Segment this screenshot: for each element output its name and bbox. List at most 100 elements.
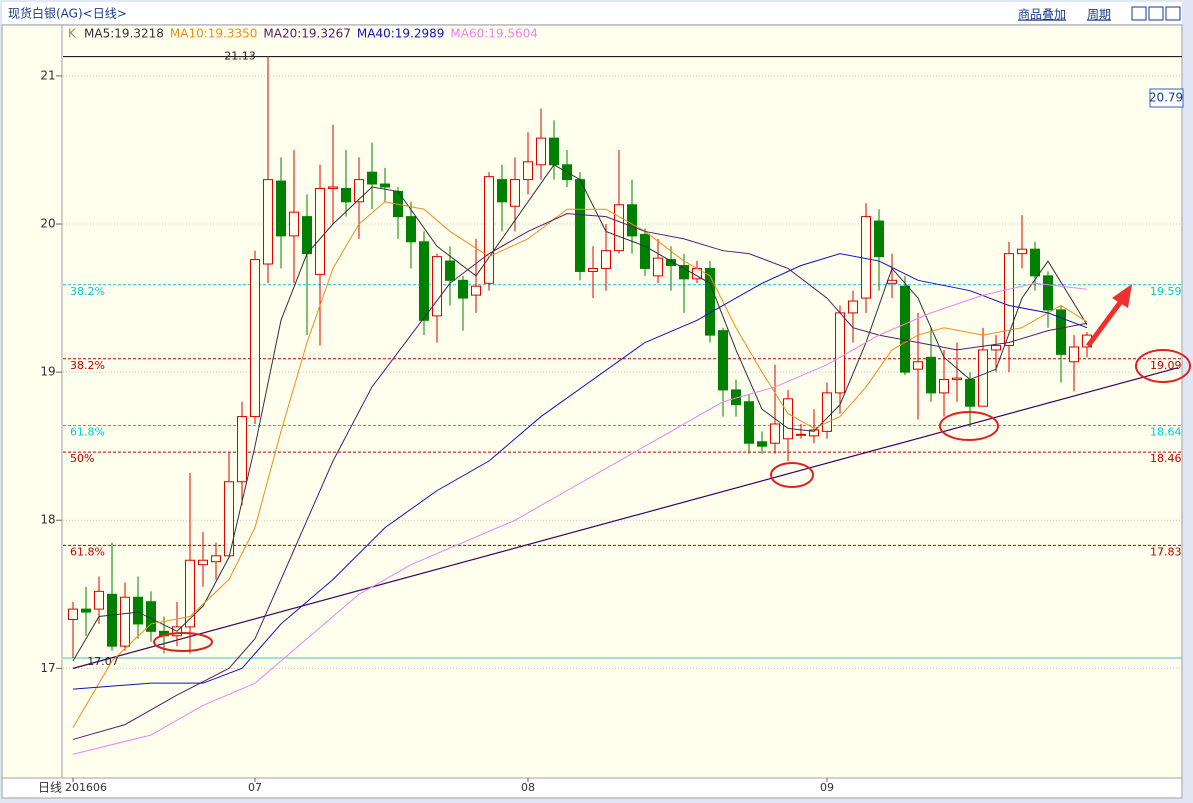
- candle-body: [471, 285, 481, 296]
- candle-body: [1056, 309, 1066, 355]
- ma-line: [72, 253, 1088, 690]
- candle-body: [887, 279, 897, 284]
- ma-line: [72, 213, 1088, 740]
- fib-label: 38.2%: [70, 285, 105, 298]
- candle-body: [419, 241, 429, 321]
- candle-body: [874, 220, 884, 258]
- candle-body: [107, 593, 117, 647]
- circle-annotation: [770, 462, 814, 488]
- candle-body: [354, 179, 364, 203]
- candle-body: [705, 267, 715, 336]
- candle-body: [523, 161, 533, 181]
- candle-body: [861, 216, 871, 299]
- candle-body: [601, 250, 611, 269]
- candle-body: [81, 608, 91, 613]
- candle-body: [237, 416, 247, 483]
- legend-entry: MA40:19.2989: [357, 27, 445, 41]
- candle-body: [939, 379, 949, 394]
- candle-body: [744, 401, 754, 444]
- candle-body: [588, 267, 598, 272]
- x-axis-strip: [1, 777, 1183, 799]
- candle-body: [198, 559, 208, 566]
- candle-body: [1043, 275, 1053, 311]
- candle-body: [445, 260, 455, 281]
- candle-body: [302, 216, 312, 255]
- legend-entry: MA10:19.3350: [170, 27, 258, 41]
- candle-body: [978, 349, 988, 407]
- candle-body: [120, 596, 130, 647]
- candle-body: [549, 137, 559, 166]
- circle-annotation: [1135, 349, 1191, 383]
- candle-body: [848, 300, 858, 314]
- candle-body: [900, 285, 910, 373]
- overlay-button[interactable]: 商品叠加: [1018, 7, 1066, 22]
- candle-body: [536, 137, 546, 166]
- candle-body: [458, 279, 468, 299]
- candle-body: [666, 259, 676, 266]
- x-tick-label: 08: [521, 781, 535, 794]
- candle-body: [1004, 253, 1014, 346]
- candle-body: [406, 216, 416, 243]
- fib-value: 18.46: [1150, 452, 1182, 465]
- arrow-head: [1112, 284, 1132, 308]
- candle-body: [328, 186, 338, 189]
- candle-body: [250, 259, 260, 418]
- candle-body: [575, 179, 585, 272]
- period-label: 日线: [38, 781, 62, 795]
- fib-value: 19.59: [1150, 285, 1182, 298]
- candle-body: [94, 590, 104, 610]
- candle-body: [614, 204, 624, 252]
- candle-body: [796, 433, 806, 436]
- annotations: [153, 284, 1191, 652]
- candle-body: [133, 596, 143, 625]
- y-tick-label: 19: [40, 365, 55, 379]
- candle-body: [185, 559, 195, 628]
- candle-body: [289, 211, 299, 237]
- price-box: [1149, 88, 1184, 108]
- candle-body: [835, 312, 845, 394]
- circle-annotation: [939, 411, 999, 441]
- ma-line: [72, 201, 1088, 728]
- period-button[interactable]: 周期: [1087, 8, 1111, 22]
- fib-label: 61.8%: [70, 425, 105, 438]
- title: 现货白银(AG)<日线>: [8, 6, 127, 21]
- arrow-shaft: [1085, 298, 1125, 348]
- candle-body: [68, 608, 78, 620]
- title-bar: [2, 2, 1182, 24]
- candle-body: [315, 187, 325, 275]
- candle-body: [497, 179, 507, 203]
- candle-body: [913, 361, 923, 370]
- ma-line: [72, 164, 1088, 662]
- x-tick-label: 07: [248, 781, 262, 794]
- candle-body: [484, 176, 494, 284]
- candle-body: [1069, 346, 1079, 363]
- plot-area: [1, 24, 1183, 779]
- candle-body: [640, 233, 650, 269]
- x-tick-label: 201606: [65, 781, 107, 794]
- candle-body: [276, 180, 286, 237]
- legend-entry: MA20:19.3267: [263, 27, 351, 41]
- fib-value: 18.64: [1150, 425, 1182, 438]
- candle-body: [510, 179, 520, 207]
- candle-body: [679, 264, 689, 280]
- candle-body: [783, 398, 793, 440]
- y-tick-label: 20: [40, 217, 55, 231]
- x-tick-label: 09: [820, 781, 834, 794]
- nav-left-button[interactable]: [1131, 6, 1147, 21]
- candle-body: [926, 356, 936, 394]
- nav-expand-button[interactable]: [1165, 6, 1181, 21]
- candle-body: [757, 441, 767, 447]
- extreme-label: 21.13: [224, 50, 256, 63]
- candle-body: [1017, 248, 1027, 255]
- y-tick-label: 18: [40, 513, 55, 527]
- nav-right-button[interactable]: [1148, 6, 1164, 21]
- y-tick-label: 17: [40, 661, 55, 675]
- candle-body: [952, 377, 962, 381]
- candle-body: [432, 256, 442, 317]
- k-label: K: [68, 27, 77, 41]
- candle-body: [965, 379, 975, 407]
- circle-annotation: [153, 632, 213, 652]
- legend-entry: MA60:19.5604: [450, 27, 538, 41]
- candle-body: [263, 179, 273, 265]
- price-box-label: 20.79: [1149, 91, 1183, 105]
